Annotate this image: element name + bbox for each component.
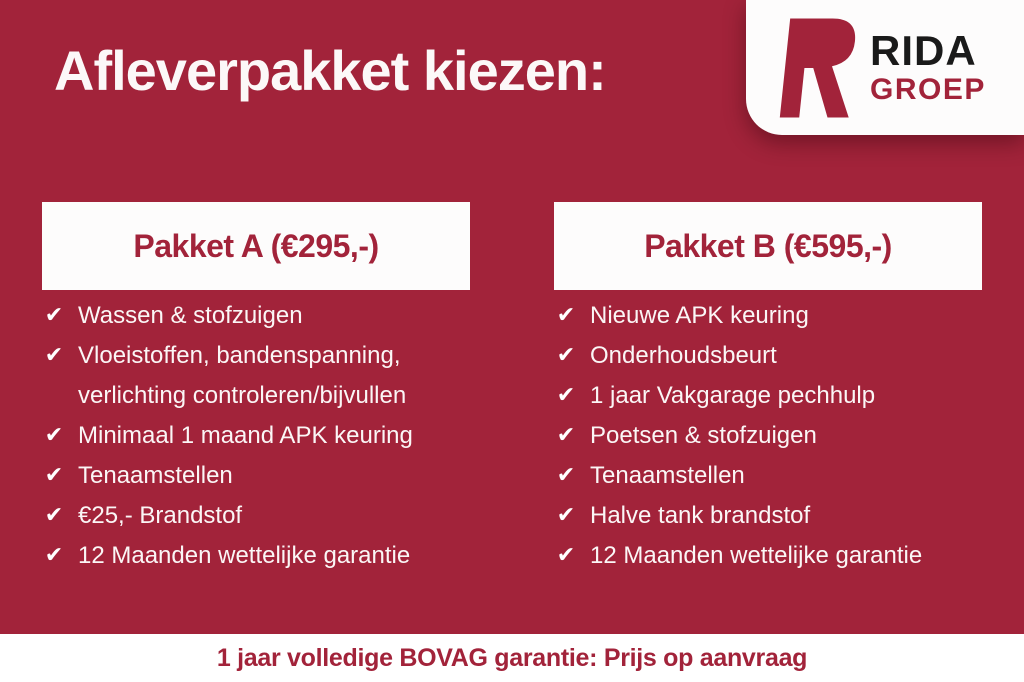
check-icon: ✔	[556, 463, 576, 488]
check-icon: ✔	[556, 383, 576, 408]
logo-name-bottom: GROEP	[870, 73, 986, 106]
check-icon: ✔	[556, 543, 576, 568]
list-item: ✔ Onderhoudsbeurt	[554, 336, 982, 376]
list-item: ✔ Wassen & stofzuigen	[42, 296, 470, 336]
check-icon: ✔	[556, 503, 576, 528]
rida-groep-logo: RIDA GROEP	[746, 0, 1024, 135]
list-item: ✔ 12 Maanden wettelijke garantie	[42, 536, 470, 576]
footer-bar: 1 jaar volledige BOVAG garantie: Prijs o…	[0, 634, 1024, 682]
list-item-label: Wassen & stofzuigen	[78, 302, 303, 329]
check-icon: ✔	[44, 503, 64, 528]
list-item-label: Vloeistoffen, bandenspanning, verlichtin…	[78, 342, 407, 409]
list-item: ✔ Minimaal 1 maand APK keuring	[42, 416, 470, 456]
check-icon: ✔	[556, 303, 576, 328]
check-icon: ✔	[44, 423, 64, 448]
list-item-label: Onderhoudsbeurt	[590, 342, 777, 369]
package-b-option[interactable]: Pakket B (€595,-)	[554, 202, 982, 290]
list-item-label: 1 jaar Vakgarage pechhulp	[590, 382, 876, 409]
list-item: ✔ Tenaamstellen	[42, 456, 470, 496]
page-title: Afleverpakket kiezen:	[54, 39, 607, 102]
list-item-label: Minimaal 1 maand APK keuring	[78, 422, 413, 449]
list-item: ✔ €25,- Brandstof	[42, 496, 470, 536]
list-item: ✔ Halve tank brandstof	[554, 496, 982, 536]
package-b-title: Pakket B (€595,-)	[644, 227, 892, 264]
list-item: ✔ Vloeistoffen, bandenspanning, verlicht…	[42, 336, 470, 416]
list-item-label: Poetsen & stofzuigen	[590, 422, 817, 449]
list-item: ✔ Nieuwe APK keuring	[554, 296, 982, 336]
check-icon: ✔	[44, 463, 64, 488]
logo-name-top: RIDA	[870, 27, 977, 74]
package-b-card: Pakket B (€595,-) ✔ Nieuwe APK keuring ✔…	[554, 202, 982, 576]
list-item: ✔ 12 Maanden wettelijke garantie	[554, 536, 982, 576]
list-item-label: Nieuwe APK keuring	[590, 302, 809, 329]
list-item-label: Halve tank brandstof	[590, 502, 811, 529]
list-item: ✔ Tenaamstellen	[554, 456, 982, 496]
package-b-list: ✔ Nieuwe APK keuring ✔ Onderhoudsbeurt ✔…	[554, 296, 982, 576]
list-item-label: Tenaamstellen	[590, 462, 745, 489]
package-a-title: Pakket A (€295,-)	[133, 227, 379, 264]
list-item-label: €25,- Brandstof	[78, 502, 243, 529]
check-icon: ✔	[44, 303, 64, 328]
footer-note: 1 jaar volledige BOVAG garantie: Prijs o…	[216, 643, 808, 672]
list-item-label: Tenaamstellen	[78, 462, 233, 489]
list-item-label: 12 Maanden wettelijke garantie	[78, 542, 411, 569]
rida-logo-wordmark: RIDA GROEP	[870, 30, 986, 105]
package-a-option[interactable]: Pakket A (€295,-)	[42, 202, 470, 290]
package-a-list: ✔ Wassen & stofzuigen ✔ Vloeistoffen, ba…	[42, 296, 470, 576]
package-a-card: Pakket A (€295,-) ✔ Wassen & stofzuigen …	[42, 202, 470, 576]
list-item-label: 12 Maanden wettelijke garantie	[590, 542, 923, 569]
rida-logo-r-icon	[779, 18, 856, 117]
check-icon: ✔	[556, 343, 576, 368]
list-item: ✔ 1 jaar Vakgarage pechhulp	[554, 376, 982, 416]
check-icon: ✔	[44, 343, 64, 368]
check-icon: ✔	[44, 543, 64, 568]
list-item: ✔ Poetsen & stofzuigen	[554, 416, 982, 456]
check-icon: ✔	[556, 423, 576, 448]
